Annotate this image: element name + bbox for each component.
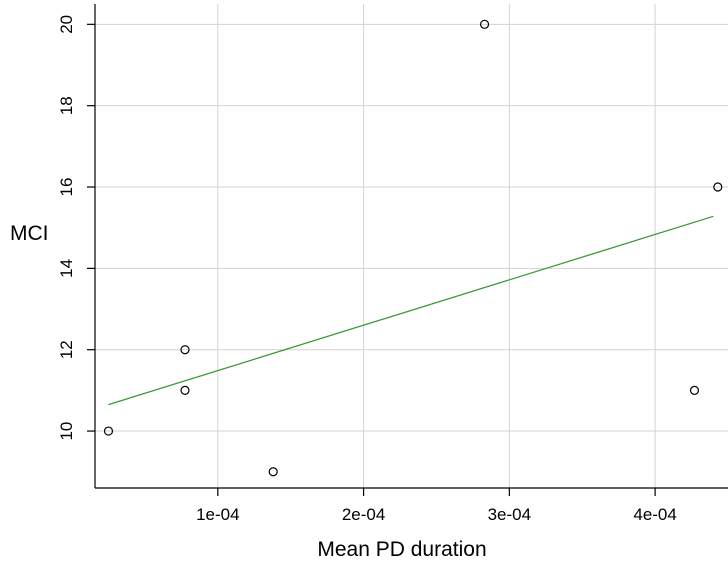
y-axis-label: MCI	[10, 222, 49, 245]
x-tick-label-3: 4e-04	[633, 505, 676, 524]
y-tick-label-4: 18	[57, 96, 76, 115]
grid-lines	[95, 4, 728, 488]
x-tick-label-0: 1e-04	[196, 505, 239, 524]
data-point-3	[268, 467, 278, 477]
data-points	[103, 19, 723, 477]
y-tick-label-0: 10	[57, 422, 76, 441]
y-tick-label-2: 14	[57, 259, 76, 278]
x-tick-label-1: 2e-04	[342, 505, 385, 524]
data-point-6	[713, 182, 723, 192]
data-point-2	[180, 385, 190, 395]
data-point-0	[103, 426, 114, 436]
data-point-4	[479, 19, 490, 29]
fit-line	[108, 215, 714, 406]
y-tick-label-3: 16	[57, 178, 76, 197]
data-point-5	[689, 385, 700, 395]
y-axis-ticks: 10 12 14 16 18 20	[57, 15, 95, 441]
fit-line-group	[108, 215, 714, 406]
x-tick-label-2: 3e-04	[488, 505, 531, 524]
y-tick-label-5: 20	[57, 15, 76, 34]
x-axis-ticks: 1e-04 2e-04 3e-04 4e-04	[196, 488, 677, 524]
y-tick-label-1: 12	[57, 340, 76, 359]
x-axis-label: Mean PD duration	[317, 538, 486, 561]
data-point-1	[180, 345, 190, 355]
